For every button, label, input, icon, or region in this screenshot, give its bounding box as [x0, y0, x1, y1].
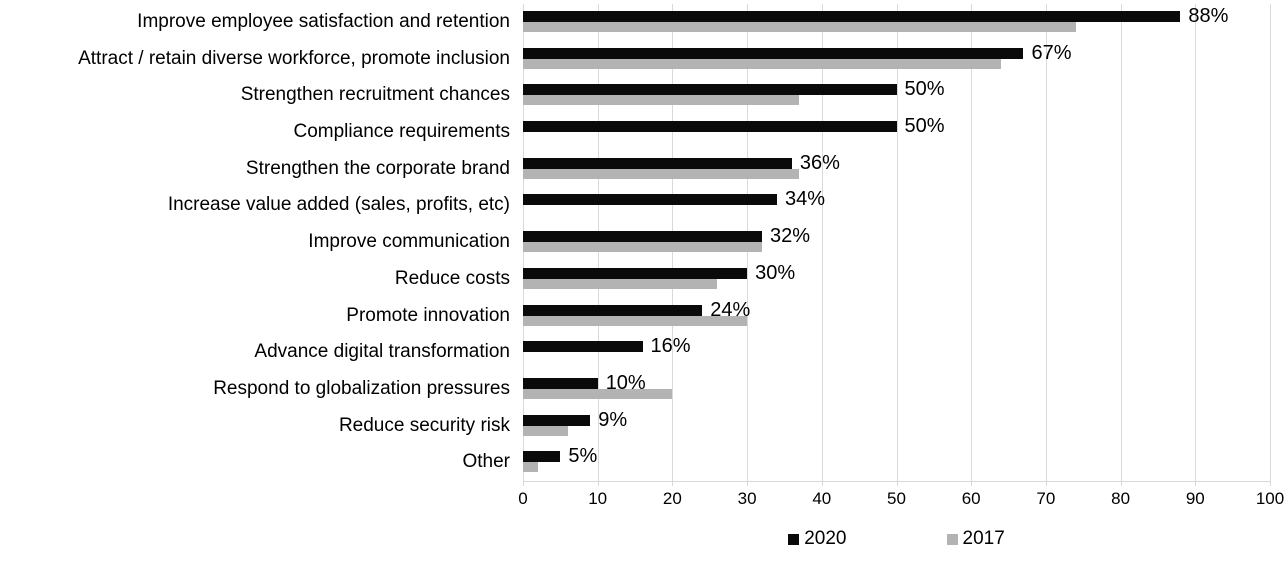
value-label: 5% [568, 445, 598, 468]
value-label: 34% [784, 188, 825, 211]
bar-2020 [523, 341, 643, 353]
legend-label: 2020 [804, 528, 847, 549]
legend-marker [788, 533, 800, 545]
axis-tick-label: 40 [812, 489, 832, 508]
axis-tick-label: 70 [1036, 489, 1056, 508]
gridline [1195, 4, 1197, 481]
axis-tick [821, 481, 823, 486]
category-label: Advance digital transformation [254, 341, 510, 363]
axis-tick-label: 60 [961, 489, 981, 508]
axis-tick [747, 481, 749, 486]
legend-item-2017: 2017 [946, 528, 1005, 550]
category-label: Reduce security risk [338, 414, 510, 436]
legend-item-2020: 2020 [788, 528, 847, 550]
category-label: Strengthen recruitment chances [240, 84, 510, 106]
value-label: 9% [598, 408, 628, 431]
category-label: Strengthen the corporate brand [245, 157, 510, 179]
bar-2020 [523, 11, 1181, 22]
axis-tick-label: 10 [588, 489, 608, 508]
axis-tick-label: 80 [1111, 489, 1131, 508]
bar-2020 [523, 377, 598, 389]
gridline [1270, 4, 1271, 481]
legend-label: 2017 [962, 528, 1005, 549]
gridline [971, 4, 973, 481]
category-label: Respond to globalization pressures [213, 377, 510, 399]
category-label: Increase value added (sales, profits, et… [167, 194, 510, 216]
value-label: 32% [770, 225, 811, 248]
axis-tick-label: 50 [887, 489, 906, 508]
bar-2020 [523, 451, 561, 463]
category-label: Other [462, 451, 510, 473]
axis-tick [1195, 481, 1197, 486]
axis-tick [971, 481, 973, 486]
value-label: 88% [1188, 5, 1229, 27]
bar-2017 [523, 168, 800, 179]
bar-2020 [523, 84, 897, 96]
value-label: 30% [755, 261, 796, 284]
gridline [821, 4, 823, 481]
axis-tick [1270, 481, 1271, 486]
category-label: Reduce costs [394, 267, 510, 289]
category-label: Compliance requirements [293, 121, 511, 143]
bar-2020 [523, 194, 777, 206]
axis-tick [896, 481, 898, 486]
value-label: 10% [605, 371, 646, 394]
category-label: Attract / retain diverse workforce, prom… [78, 47, 510, 69]
bar-2020 [523, 231, 763, 243]
legend: 2020 2017 [523, 528, 1270, 550]
bar-2020 [523, 121, 897, 133]
axis-tick-label: 30 [737, 489, 757, 508]
value-label: 24% [710, 298, 751, 321]
axis-tick-label: 20 [662, 489, 682, 508]
plot-area: 88% 67% 50% 50% 36% 34% 32% 30% 24% 16% 10% 9% 5% [523, 4, 1271, 482]
axis-tick [1120, 481, 1122, 486]
bar-2017 [523, 315, 748, 326]
value-label: 50% [904, 115, 945, 138]
axis-tick [523, 481, 524, 486]
bar-2020 [523, 157, 792, 169]
category-label: Improve employee satisfaction and retent… [137, 11, 510, 32]
value-label: 50% [904, 78, 945, 101]
value-label: 16% [650, 335, 691, 358]
bar-2020 [523, 414, 591, 426]
gridline [1045, 4, 1047, 481]
gridline [896, 4, 898, 481]
axis-tick [1045, 481, 1047, 486]
bar-2017 [523, 95, 800, 106]
value-label: 36% [799, 151, 840, 174]
bar-2020 [523, 304, 703, 316]
axis-tick-label: 0 [518, 489, 528, 508]
bar-2017 [523, 388, 673, 399]
category-labels: Improve employee satisfaction and retent… [0, 4, 510, 481]
gridline [1120, 4, 1122, 481]
axis-tick [672, 481, 674, 486]
bar-2020 [523, 47, 1024, 59]
x-axis: 0 10 20 30 40 50 60 70 80 90 100 [518, 481, 1284, 510]
value-label: 67% [1031, 41, 1072, 64]
axis-tick [597, 481, 599, 486]
axis-tick-label: 100 [1255, 489, 1285, 508]
bar-2017 [523, 462, 538, 473]
legend-marker [946, 533, 958, 545]
bar-2017 [523, 278, 718, 289]
category-label: Promote innovation [346, 304, 510, 326]
bar-2017 [523, 242, 763, 253]
bar-2020 [523, 267, 748, 279]
bar-2017 [523, 425, 568, 436]
axis-tick-label: 90 [1185, 489, 1205, 508]
bar-2017 [523, 58, 1002, 69]
category-label: Improve communication [308, 231, 510, 253]
bar-2017 [523, 22, 1076, 32]
